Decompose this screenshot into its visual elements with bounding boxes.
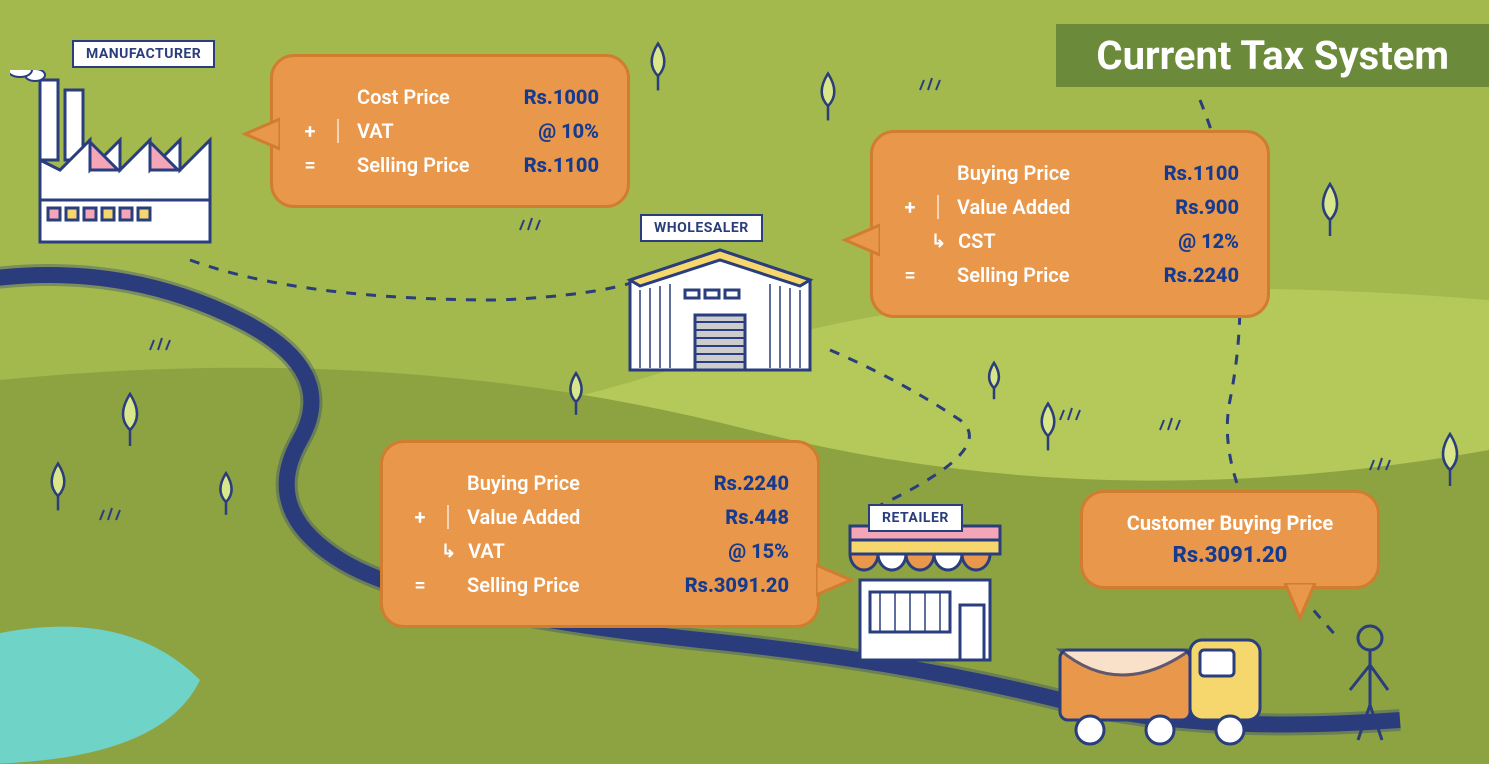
- divider: [447, 505, 449, 529]
- row-value: @ 10%: [538, 119, 599, 143]
- tree-icon: [1430, 430, 1470, 490]
- operator: =: [301, 153, 319, 177]
- operator: =: [901, 263, 919, 287]
- manufacturer-label: MANUFACTURER: [72, 40, 215, 68]
- row-label: Selling Price: [357, 153, 512, 177]
- row-label: VAT: [357, 119, 526, 143]
- row-value: Rs.900: [1175, 195, 1239, 219]
- row-label: Value Added: [467, 505, 713, 529]
- operator: =: [411, 573, 429, 597]
- manufacturer-icon: [10, 70, 230, 250]
- bubble-subrow: ↳ CST @ 12%: [931, 229, 1239, 253]
- delivery-truck-icon: [1050, 620, 1310, 750]
- wholesaler-bubble: Buying Price Rs.1100 + Value Added Rs.900…: [870, 130, 1270, 318]
- speech-tail-icon: [1280, 583, 1320, 623]
- tree-icon: [980, 360, 1008, 402]
- customer-label: Customer Buying Price: [1111, 511, 1349, 535]
- row-label: Selling Price: [467, 573, 673, 597]
- operator: +: [901, 195, 919, 219]
- indent-arrow-icon: ↳: [931, 231, 946, 252]
- wholesaler-label: WHOLESALER: [640, 214, 763, 242]
- speech-tail-icon: [840, 220, 880, 260]
- row-label: Buying Price: [467, 471, 702, 495]
- row-value: Rs.1100: [1164, 161, 1239, 185]
- manufacturer-bubble: Cost Price Rs.1000 + VAT @ 10% = Selling P…: [270, 54, 630, 208]
- row-value: Rs.2240: [714, 471, 789, 495]
- bubble-row: + Value Added Rs.448: [411, 505, 789, 529]
- tree-icon: [110, 390, 150, 450]
- row-value: Rs.1000: [524, 85, 599, 109]
- indent-arrow-icon: ↳: [441, 541, 456, 562]
- bubble-row: Cost Price Rs.1000: [301, 85, 599, 109]
- customer-value: Rs.3091.20: [1111, 543, 1349, 568]
- row-label: VAT: [468, 539, 716, 563]
- row-value: @ 12%: [1178, 229, 1239, 253]
- divider: [337, 119, 339, 143]
- page-title: Current Tax System: [1056, 24, 1489, 87]
- wholesaler-icon: [610, 240, 830, 390]
- tree-icon: [640, 40, 676, 94]
- bubble-row: Buying Price Rs.2240: [411, 471, 789, 495]
- bubble-row: = Selling Price Rs.1100: [301, 153, 599, 177]
- retailer-icon: [840, 520, 1010, 670]
- tree-icon: [810, 70, 846, 124]
- row-value: @ 15%: [728, 539, 789, 563]
- row-label: Cost Price: [357, 85, 512, 109]
- bubble-row: + VAT @ 10%: [301, 119, 599, 143]
- customer-price-box: Customer Buying Price Rs.3091.20: [1080, 490, 1380, 589]
- bubble-subrow: ↳ VAT @ 15%: [441, 539, 789, 563]
- row-label: CST: [958, 229, 1166, 253]
- row-value: Rs.1100: [524, 153, 599, 177]
- bubble-row: = Selling Price Rs.3091.20: [411, 573, 789, 597]
- tree-icon: [40, 460, 76, 514]
- tree-icon: [560, 370, 592, 418]
- tree-icon: [1030, 400, 1066, 454]
- operator: +: [411, 505, 429, 529]
- tree-icon: [210, 470, 242, 518]
- row-label: Buying Price: [957, 161, 1152, 185]
- bubble-row: = Selling Price Rs.2240: [901, 263, 1239, 287]
- row-label: Selling Price: [957, 263, 1152, 287]
- bubble-row: + Value Added Rs.900: [901, 195, 1239, 219]
- customer-person-icon: [1330, 620, 1410, 750]
- retailer-bubble: Buying Price Rs.2240 + Value Added Rs.448…: [380, 440, 820, 628]
- row-value: Rs.2240: [1164, 263, 1239, 287]
- row-value: Rs.448: [725, 505, 789, 529]
- divider: [937, 195, 939, 219]
- bubble-row: Buying Price Rs.1100: [901, 161, 1239, 185]
- tree-icon: [1310, 180, 1350, 240]
- row-value: Rs.3091.20: [685, 573, 789, 597]
- speech-tail-icon: [240, 114, 280, 154]
- operator: +: [301, 119, 319, 143]
- row-label: Value Added: [957, 195, 1163, 219]
- infographic-canvas: Current Tax System: [0, 0, 1489, 764]
- speech-tail-icon: [816, 560, 856, 600]
- retailer-label: RETAILER: [868, 504, 963, 532]
